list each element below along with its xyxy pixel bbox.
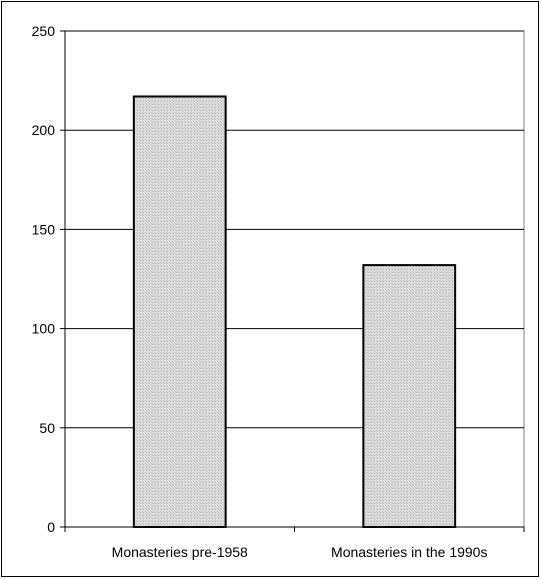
- y-tick-label: 0: [47, 519, 55, 535]
- y-tick-label: 200: [32, 122, 56, 138]
- x-axis: Monasteries pre-1958 Monasteries in the 1…: [60, 526, 525, 560]
- x-tick-label: Monasteries in the 1990s: [331, 544, 487, 560]
- y-tick-label: 250: [32, 23, 56, 39]
- y-axis: 0 50 100 150 200 250: [32, 23, 66, 535]
- y-tick-label: 150: [32, 221, 56, 237]
- y-tick-label: 50: [39, 420, 55, 436]
- y-tick-label: 100: [32, 321, 56, 337]
- x-tick-label: Monasteries pre-1958: [112, 544, 248, 560]
- bar: [132, 95, 227, 529]
- bar: [362, 264, 457, 528]
